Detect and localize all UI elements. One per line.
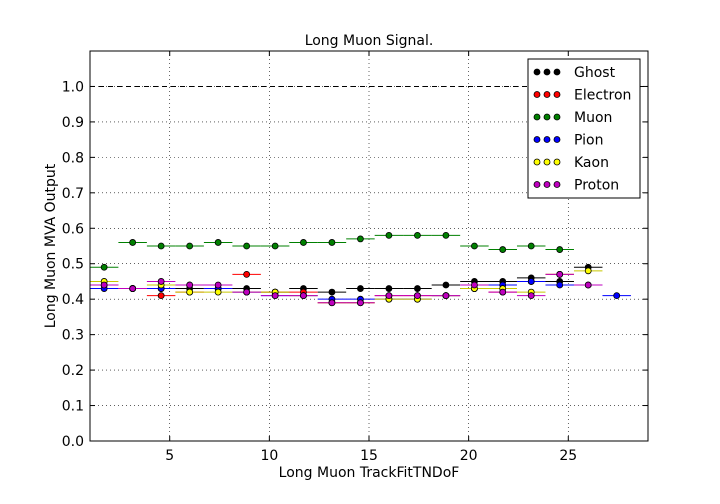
data-point [414, 231, 421, 239]
data-point [129, 285, 137, 292]
data-point [527, 278, 535, 285]
data-point [584, 281, 592, 289]
legend-marker [553, 68, 561, 76]
data-point [157, 292, 165, 300]
y-tick-label: 0.0 [62, 434, 84, 450]
legend-label: Electron [574, 88, 631, 104]
data-point [157, 242, 165, 250]
data-point [471, 242, 478, 250]
data-point [328, 239, 336, 246]
data-point [243, 270, 251, 278]
legend-box [527, 58, 641, 199]
legend-marker [543, 181, 551, 188]
data-point [385, 292, 393, 300]
data-point [471, 281, 478, 289]
legend-marker [533, 181, 541, 188]
y-tick-label: 0.4 [62, 292, 84, 308]
data-point [328, 299, 336, 307]
data-point [556, 281, 564, 289]
chart-title: Long Muon Signal. [305, 33, 434, 49]
series-layer [89, 231, 631, 307]
data-point [556, 246, 564, 253]
legend-marker [553, 181, 561, 188]
y-tick-label: 0.2 [62, 363, 84, 379]
legend: Ghost Electron Muon Pion Kaon Proton [527, 58, 641, 199]
data-point [556, 270, 564, 278]
data-point [186, 288, 194, 296]
legend-marker [533, 158, 541, 166]
data-point [527, 292, 535, 300]
legend-marker [533, 136, 541, 143]
y-tick-label: 0.3 [62, 328, 84, 344]
data-point [243, 242, 251, 250]
y-tick-label: 1.0 [62, 79, 84, 95]
legend-marker [553, 158, 561, 166]
data-point [414, 285, 421, 292]
y-axis: 0.0 0.1 0.2 0.3 0.4 0.5 0.6 0.7 0.8 0.9 1.0 [62, 79, 648, 450]
data-point [271, 292, 279, 300]
legend-marker [543, 113, 551, 121]
data-point [357, 285, 364, 292]
data-point [584, 267, 592, 275]
x-tick-label: 15 [360, 448, 378, 464]
legend-marker [533, 113, 541, 121]
legend-marker [553, 91, 561, 98]
y-tick-label: 0.8 [62, 150, 84, 166]
y-tick-label: 0.1 [62, 399, 84, 415]
data-point [442, 231, 450, 239]
legend-marker [533, 91, 541, 98]
legend-label: Ghost [574, 65, 616, 81]
legend-label: Proton [574, 178, 619, 194]
y-tick-label: 0.7 [62, 186, 84, 202]
y-tick-label: 0.5 [62, 257, 84, 273]
data-point [214, 281, 222, 289]
x-axis: 5 10 15 20 25 [165, 51, 577, 464]
series-muon [89, 231, 574, 271]
data-point [300, 239, 307, 246]
data-point [385, 231, 393, 239]
y-tick-label: 0.6 [62, 221, 84, 237]
x-tick-label: 25 [559, 448, 577, 464]
legend-label: Pion [574, 133, 603, 149]
data-point [414, 292, 421, 300]
data-point [186, 281, 194, 289]
x-tick-label: 10 [260, 448, 278, 464]
y-axis-label: Long Muon MVA Output [43, 163, 59, 328]
data-point [499, 246, 507, 253]
data-point [328, 288, 336, 296]
x-tick-label: 20 [460, 448, 478, 464]
y-tick-label: 0.9 [62, 115, 84, 131]
legend-marker [543, 91, 551, 98]
legend-marker [543, 136, 551, 143]
data-point [214, 288, 222, 296]
data-point [613, 292, 621, 300]
data-point [357, 235, 364, 243]
legend-label: Muon [574, 110, 612, 126]
legend-marker [553, 136, 561, 143]
legend-marker [543, 68, 551, 76]
legend-marker [543, 158, 551, 166]
data-point [214, 239, 222, 246]
legend-marker [533, 68, 541, 76]
data-point [129, 239, 137, 246]
x-axis-label: Long Muon TrackFitTNDoF [279, 465, 460, 481]
data-point [271, 242, 279, 250]
data-point [300, 292, 307, 300]
data-point [499, 288, 507, 296]
data-point [357, 299, 364, 307]
x-tick-label: 5 [165, 448, 174, 464]
series-proton [89, 270, 603, 307]
data-point [243, 288, 251, 296]
data-point [100, 263, 108, 271]
data-point [442, 281, 450, 289]
legend-label: Kaon [574, 155, 609, 171]
data-point [157, 278, 165, 285]
legend-marker [553, 113, 561, 121]
data-point [100, 281, 108, 289]
data-point [442, 292, 450, 300]
data-point [186, 242, 194, 250]
data-point [385, 285, 393, 292]
data-point [527, 242, 535, 250]
